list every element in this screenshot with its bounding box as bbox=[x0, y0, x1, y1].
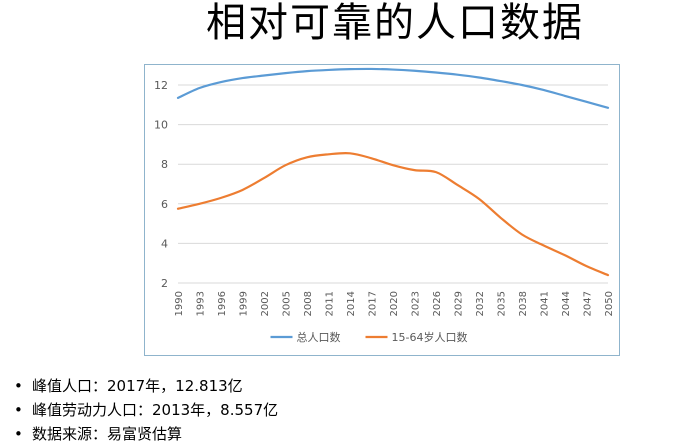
x-tick-label: 2005 bbox=[282, 291, 293, 316]
series-line-0 bbox=[176, 67, 610, 109]
x-tick-label: 1996 bbox=[217, 291, 228, 316]
x-tick-label: 1990 bbox=[174, 291, 185, 316]
slide-title: 相对可靠的人口数据 bbox=[206, 0, 584, 46]
bullet-item: • 数据来源：易富贤估算 bbox=[14, 422, 278, 446]
x-tick-label: 2002 bbox=[260, 291, 271, 316]
series-line-1 bbox=[176, 151, 610, 277]
bullet-text-peak-labor: 峰值劳动力人口：2013年，8.557亿 bbox=[32, 401, 279, 419]
legend-label: 总人口数 bbox=[297, 330, 341, 344]
x-tick-label: 2032 bbox=[475, 291, 486, 316]
x-tick-label: 2026 bbox=[432, 291, 443, 316]
x-tick-label: 2029 bbox=[454, 291, 465, 316]
bullet-text-peak-population: 峰值人口：2017年，12.813亿 bbox=[32, 377, 243, 395]
legend-label: 15-64岁人口数 bbox=[392, 330, 468, 344]
y-tick-label: 4 bbox=[161, 237, 168, 250]
y-tick-label: 8 bbox=[161, 158, 168, 171]
population-line-chart: 2 4 6 8 10 12 1990 1993 1996 1999 2002 2005 2008 2011… bbox=[154, 67, 615, 344]
x-tick-label: 2041 bbox=[540, 291, 551, 316]
bullet-item: • 峰值人口：2017年，12.813亿 bbox=[14, 374, 278, 398]
x-tick-label: 2020 bbox=[389, 291, 400, 316]
x-tick-label: 2044 bbox=[561, 291, 572, 316]
y-tick-label: 2 bbox=[161, 277, 168, 290]
x-tick-label: 2035 bbox=[497, 291, 508, 316]
y-tick-label: 6 bbox=[161, 198, 168, 211]
bullet-text-source: 数据来源：易富贤估算 bbox=[32, 425, 183, 443]
bullet-dot: • bbox=[14, 377, 23, 395]
x-tick-label: 2050 bbox=[604, 291, 615, 316]
x-tick-label: 2017 bbox=[368, 291, 379, 316]
x-tick-label: 2014 bbox=[346, 291, 357, 316]
y-tick-label: 10 bbox=[154, 119, 168, 132]
x-tick-label: 2038 bbox=[518, 291, 529, 316]
bullet-dot: • bbox=[14, 425, 23, 443]
bullet-list: • 峰值人口：2017年，12.813亿 • 峰值劳动力人口：2013年，8.557… bbox=[14, 374, 278, 446]
x-tick-label: 2023 bbox=[411, 291, 422, 316]
x-tick-label: 1999 bbox=[239, 291, 250, 316]
bullet-item: • 峰值劳动力人口：2013年，8.557亿 bbox=[14, 398, 278, 422]
x-tick-label: 1993 bbox=[196, 291, 207, 316]
bullet-dot: • bbox=[14, 401, 23, 419]
x-tick-label: 2047 bbox=[583, 291, 594, 316]
y-tick-label: 12 bbox=[154, 79, 168, 92]
x-tick-label: 2008 bbox=[303, 291, 314, 316]
x-tick-label: 2011 bbox=[325, 291, 336, 316]
chart-frame: 2 4 6 8 10 12 1990 1993 1996 1999 2002 2005 2008 2011… bbox=[144, 64, 620, 356]
